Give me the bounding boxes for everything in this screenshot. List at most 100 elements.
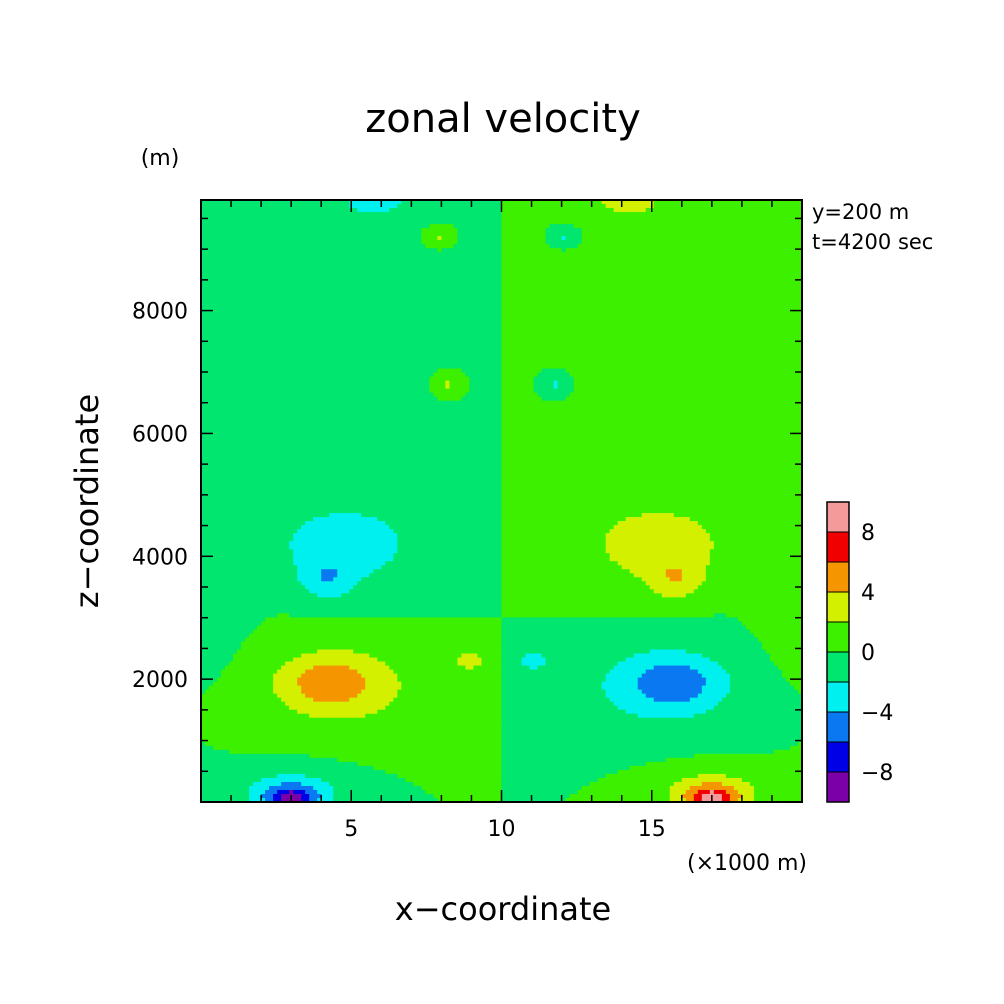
contour-cell [249,797,266,802]
contour-cell [281,697,314,703]
contour-cell [369,653,463,659]
contour-cell [617,705,715,711]
contour-cell [201,561,294,566]
contour-cell [201,228,422,233]
contour-cell [289,705,386,711]
contour-cell [437,396,463,402]
contour-cell [553,380,559,386]
contour-cell [501,328,802,334]
contour-cell [541,653,635,659]
contour-cell [385,521,503,526]
contour-cell [521,657,547,663]
contour-cell [201,460,503,466]
contour-cell [201,529,298,534]
contour-cell [201,737,503,743]
contour-cell [201,328,503,334]
contour-cell [377,517,503,522]
contour-cell [601,200,655,205]
contour-cell [201,232,422,237]
contour-cell [501,581,647,586]
contour-cell [521,661,547,667]
colorbar-frame [826,501,850,803]
contour-cell [201,689,206,695]
contour-cell [201,396,438,402]
contour-cell [201,256,503,261]
chart-title: zonal velocity [365,96,641,142]
contour-cell [501,797,567,802]
contour-cell [685,649,767,655]
contour-cell [789,745,802,751]
contour-cell [273,681,298,687]
contour-cell [501,529,611,534]
colorbar-swatch [826,741,850,773]
contour-cell [201,745,214,751]
contour-cell [457,661,483,667]
contour-cell [357,761,503,767]
contour-cell [765,649,802,655]
contour-cell [309,713,366,719]
contour-cell [641,689,703,695]
contour-cell [501,456,802,462]
contour-cell [217,677,274,683]
contour-cell [389,665,467,671]
contour-cell [757,637,802,643]
contour-cell [393,557,503,562]
contour-cell [501,617,739,622]
contour-cell [693,753,802,759]
contour-cell [565,368,802,374]
contour-cell [581,785,671,791]
contour-cell [501,244,551,249]
contour-cell [293,553,394,558]
contour-cell [501,396,543,402]
contour-cell [273,793,282,799]
contour-cell [681,777,743,783]
contour-cell [701,581,802,586]
contour-cell [557,384,575,390]
contour-cell [433,392,467,398]
contour-cell [201,693,278,699]
contour-cell [201,448,503,454]
contour-cell [565,236,583,241]
contour-cell [581,232,802,237]
contour-cell [501,420,802,426]
contour-cell [501,300,802,305]
contour-cell [705,681,731,687]
contour-cell [665,569,683,574]
contour-cell [713,541,802,546]
contour-cell [201,757,338,763]
contour-cell [501,480,802,486]
contour-cell [313,517,378,522]
contour-cell [617,521,699,526]
contour-cell [501,436,802,442]
contour-cell [713,789,727,795]
contour-cell [501,364,802,370]
contour-cell [661,593,687,598]
contour-cell [289,613,503,618]
contour-cell [441,248,503,253]
contour-cell [201,400,503,406]
contour-cell [297,573,322,578]
contour-cell [605,204,655,209]
contour-cell [201,464,503,470]
contour-cell [501,448,802,454]
contour-cell [273,677,298,683]
contour-cell [665,757,802,763]
axis-ticks [201,200,802,802]
contour-cell [333,785,422,791]
contour-cell [393,529,503,534]
contour-cell [293,561,386,566]
contour-cell [201,220,503,225]
colorbar-tick-label: 0 [861,641,875,666]
contour-cell [501,577,643,582]
contour-cell [501,240,547,245]
contour-cell [717,701,802,707]
contour-cell [501,400,802,406]
contour-cell [393,553,503,558]
contour-cell [397,549,503,554]
contour-cell [241,641,503,647]
contour-cell [397,773,503,779]
contour-cell [221,673,274,679]
contour-cell [501,729,802,735]
contour-cell [501,208,615,213]
contour-cell [201,685,210,691]
